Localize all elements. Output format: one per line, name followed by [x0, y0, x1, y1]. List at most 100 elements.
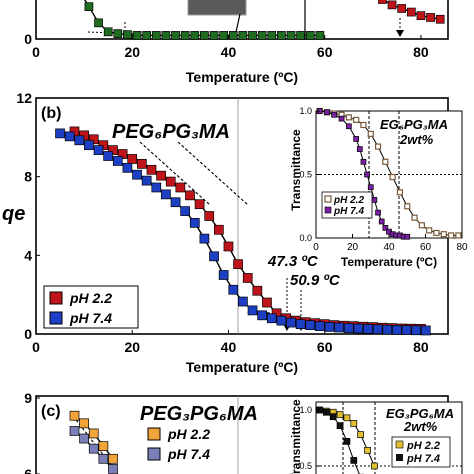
panel-0-point-series0-13 — [180, 31, 190, 40]
panel-2-point-ph74-12 — [378, 218, 385, 225]
panel-1-point-ph22-15 — [213, 224, 224, 235]
legend-label-ph74: pH 7.4 — [69, 310, 112, 326]
panel-1-ytick-label-2: 8 — [24, 169, 32, 185]
panel-1-point-ph22-8 — [146, 164, 157, 175]
panel-0-point-series0-20 — [248, 31, 257, 40]
panel-3-point-ph74-1 — [79, 433, 89, 444]
panel-2-point-ph74-5 — [353, 136, 359, 142]
panel-1-point-ph74-26 — [305, 320, 316, 330]
panel-0-ytick-label-0: 0 — [24, 31, 32, 47]
panel-4-ytick-label-0: 0.5 — [299, 461, 312, 471]
panel-1-point-ph74-10 — [151, 182, 162, 193]
panel-2-point-ph22-18 — [447, 232, 455, 239]
panel-0-point-series1-7 — [416, 11, 426, 21]
inset-legend-swatch-ph22 — [324, 195, 332, 203]
panel-2-point-ph22-19 — [455, 232, 462, 239]
panel-2-point-ph74-8 — [364, 171, 370, 178]
panel-4-point-ph22-5 — [350, 420, 358, 427]
panel-2-point-ph74-6 — [356, 146, 363, 152]
panel-1-point-ph74-11 — [161, 189, 171, 200]
panel-1-point-ph74-12 — [170, 197, 181, 208]
panel-1-point-ph74-15 — [199, 233, 210, 244]
panel-1-point-ph74-21 — [257, 310, 268, 321]
panel-c: (c) PEG₃PG₆MA 6 9 pH 2.2 pH 7.4 Transmitt… — [24, 390, 463, 474]
panel-1-point-ph74-7 — [122, 162, 133, 173]
panel-1-point-ph74-5 — [103, 151, 114, 161]
panel-1-point-ph22-7 — [137, 159, 147, 169]
panel-1-point-ph74-18 — [228, 284, 239, 295]
panel-0-point-series0-18 — [228, 31, 238, 40]
panel-0-line-series0 — [84, 0, 320, 37]
panel-c-tangent — [69, 411, 119, 474]
inset-legend-box — [321, 191, 373, 219]
panel-1-point-ph74-38 — [420, 325, 431, 336]
panel-1-point-ph22-14 — [204, 211, 215, 221]
panel-c-label: (c) — [41, 403, 61, 420]
inset-legend-label-ph22: pH 2.2 — [333, 195, 364, 206]
panel-1-xtick-label-2: 40 — [221, 339, 237, 355]
panel-0-point-series1-9 — [435, 14, 445, 24]
panel-2-point-ph22-8 — [374, 143, 382, 150]
inset-legend-label-ph74: pH 7.4 — [333, 206, 364, 217]
inset-xlabel: Temperature (ºC) — [341, 255, 437, 269]
panel-1-point-ph74-22 — [266, 313, 277, 324]
panel-1-point-ph74-4 — [93, 145, 104, 155]
panel-3-point-ph22-0 — [69, 410, 80, 421]
panel-1-point-ph74-32 — [363, 324, 373, 334]
panel-2-point-ph74-4 — [346, 123, 352, 130]
panel-c-inset-legend-swatch-ph22 — [395, 440, 404, 449]
panel-1-point-ph74-13 — [180, 206, 191, 216]
panel-2-point-ph22-15 — [426, 227, 433, 234]
panel-0-point-series0-6 — [113, 29, 123, 38]
panel-2-point-ph74-13 — [382, 224, 389, 231]
panel-1-point-ph22-10 — [165, 176, 176, 187]
panel-2-xtick-label-0: 0 — [313, 242, 319, 253]
annotation-50: 50.9 ºC — [290, 272, 341, 289]
panel-2-point-ph74-9 — [367, 184, 374, 191]
panel-2-point-ph74-1 — [324, 109, 330, 116]
panel-0-point-series0-17 — [219, 31, 229, 40]
panel-2-xtick-label-1: 20 — [347, 242, 359, 253]
panel-0-point-series0-11 — [161, 31, 171, 40]
panel-2-point-ph22-17 — [440, 231, 447, 238]
panel-0-point-series0-9 — [142, 31, 152, 40]
panel-a-arrow — [396, 30, 404, 37]
panel-0-point-series0-12 — [171, 31, 180, 40]
inset-title: EG₆PG₃MA — [380, 117, 448, 132]
panel-4-ytick-label-1: 1.0 — [299, 405, 312, 415]
panel-1-point-ph74-30 — [343, 323, 354, 333]
panel-2-ytick-label-1: 0.5 — [299, 170, 312, 180]
panel-0-xtick-label-4: 80 — [413, 44, 429, 60]
panel-1-point-ph74-27 — [315, 321, 325, 331]
panel-1-point-ph22-17 — [233, 259, 243, 270]
panel-4-point-ph74-5 — [350, 457, 358, 464]
panel-a: 0 20 40 60 80 0 Temperature (ºC) — [24, 0, 449, 85]
panel-1-point-ph22-13 — [194, 199, 205, 210]
panel-b-inset: Transmittance EG₆PG₃MA 2wt% 0 20 40 60 80 0.0… — [289, 106, 468, 269]
panel-1-xtick-label-4: 80 — [413, 339, 429, 355]
panel-a-inset-photo — [187, 0, 247, 16]
panel-1-point-ph74-0 — [55, 128, 65, 139]
panel-0-point-series0-24 — [286, 31, 296, 40]
panel-1-point-ph74-1 — [64, 131, 75, 142]
panel-c-inset-ylabel: Transmittance — [289, 399, 303, 474]
panel-1-ytick-label-0: 0 — [24, 326, 32, 342]
panel-b-legend: pH 2.2 pH 7.4 — [43, 285, 139, 329]
panel-1-point-ph74-9 — [141, 175, 152, 186]
panel-0-point-series0-16 — [209, 31, 219, 40]
panel-0-point-series0-22 — [267, 31, 277, 40]
panel-3-point-ph22-1 — [79, 418, 89, 429]
panel-1-point-ph74-8 — [132, 169, 142, 180]
panel-1-ytick-label-3: 12 — [16, 90, 32, 106]
panel-2-point-ph22-9 — [382, 158, 389, 165]
panel-2-point-ph74-2 — [331, 111, 338, 118]
panel-4-point-ph22-6 — [357, 431, 365, 438]
panel-0-xtick-label-0: 0 — [32, 44, 40, 60]
panel-1-point-ph74-14 — [189, 218, 200, 228]
panel-2-point-ph22-4 — [345, 114, 352, 121]
panel-a-pointer — [235, 13, 241, 33]
panel-1-point-ph74-23 — [276, 315, 287, 326]
panel-0-point-series0-5 — [103, 27, 113, 37]
panel-3-ytick-label-0: 6 — [24, 466, 32, 474]
